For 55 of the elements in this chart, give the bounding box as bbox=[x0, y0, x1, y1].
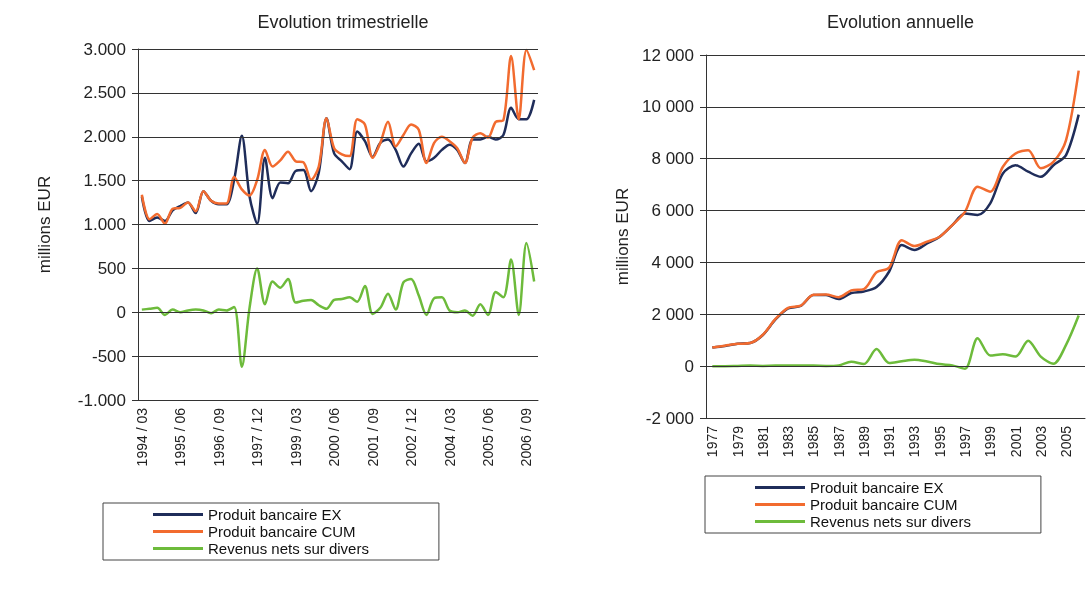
y-tick-label: 10 000 bbox=[642, 97, 694, 117]
y-tick-label: -1.000 bbox=[77, 390, 126, 410]
x-tick-label: 1993 bbox=[906, 425, 923, 458]
x-tick-label: 2001 bbox=[1007, 425, 1024, 458]
x-tick-label: 1985 bbox=[805, 425, 822, 458]
legend-label: Produit bancaire CUM bbox=[208, 523, 356, 540]
x-tick-label: 2001 / 09 bbox=[364, 407, 381, 467]
x-tick-label: 2005 / 06 bbox=[480, 407, 496, 467]
line-series bbox=[711, 69, 1080, 349]
x-tick-label: 2006 / 09 bbox=[518, 407, 535, 467]
x-tick-label: 2003 bbox=[1032, 425, 1049, 458]
x-tick-label: 1994 / 03 bbox=[133, 407, 150, 467]
x-tick-label: 2000 / 06 bbox=[326, 407, 343, 467]
y-tick-label: 1.500 bbox=[83, 171, 126, 191]
y-tick-label: -500 bbox=[91, 346, 126, 366]
y-tick-label: 3.000 bbox=[83, 39, 126, 59]
x-tick-label: 1999 bbox=[982, 425, 999, 458]
chart-title: Evolution annuelle bbox=[826, 12, 975, 32]
y-tick-label: 1.000 bbox=[83, 215, 126, 234]
line-series bbox=[711, 314, 1080, 370]
x-tick-label: 1995 bbox=[931, 425, 948, 458]
x-tick-label: 1989 bbox=[855, 425, 872, 458]
y-axis-title: millions EUR bbox=[613, 187, 632, 286]
x-tick-label: 1981 bbox=[754, 425, 771, 458]
x-tick-label: 1995 / 06 bbox=[172, 407, 189, 467]
y-tick-label: 500 bbox=[97, 258, 126, 278]
x-tick-label: 2002 / 12 bbox=[403, 407, 420, 467]
y-tick-label: 8 000 bbox=[651, 149, 694, 169]
y-tick-label: -2 000 bbox=[645, 408, 694, 428]
legend-label: Produit bancaire EX bbox=[208, 506, 342, 523]
x-tick-label: 1997 bbox=[956, 425, 973, 458]
legend-label: Produit bancaire EX bbox=[810, 479, 944, 496]
x-tick-label: 1991 bbox=[881, 425, 898, 458]
y-tick-label: 0 bbox=[684, 356, 694, 376]
x-tick-label: 2004 / 03 bbox=[441, 407, 458, 467]
x-tick-label: 1999 / 03 bbox=[287, 407, 304, 467]
legend-label: Produit bancaire CUM bbox=[810, 496, 958, 513]
x-tick-label: 2005 bbox=[1058, 425, 1075, 458]
y-tick-label: 4 000 bbox=[651, 252, 694, 272]
y-tick-label: 2 000 bbox=[651, 304, 694, 324]
legend-label: Revenus nets sur divers bbox=[208, 540, 369, 557]
y-tick-label: 0 bbox=[116, 302, 126, 322]
x-tick-label: 1996 / 09 bbox=[210, 407, 227, 467]
x-tick-label: 1987 bbox=[830, 425, 847, 458]
y-tick-label: 2.500 bbox=[83, 83, 126, 103]
y-tick-label: 2.000 bbox=[83, 127, 126, 147]
chart-title: Evolution trimestrielle bbox=[257, 12, 429, 32]
y-tick-label: 12 000 bbox=[642, 45, 694, 65]
x-tick-label: 1983 bbox=[780, 425, 797, 458]
y-tick-label: 6 000 bbox=[651, 201, 694, 221]
legend-label: Revenus nets sur divers bbox=[810, 513, 971, 530]
x-tick-label: 1997 / 12 bbox=[249, 407, 266, 467]
y-axis-title: millions EUR bbox=[35, 175, 54, 274]
x-tick-label: 1977 bbox=[704, 425, 721, 458]
x-tick-label: 1979 bbox=[729, 425, 746, 458]
